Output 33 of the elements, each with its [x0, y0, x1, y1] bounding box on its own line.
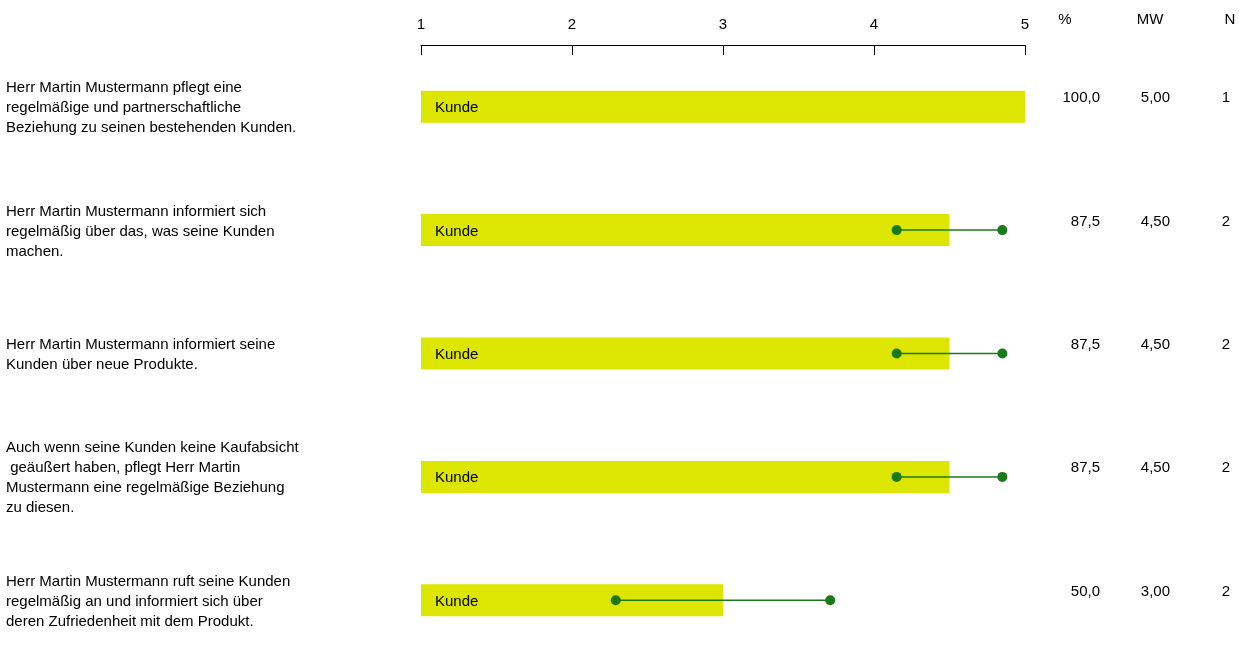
text: Kunde [435, 468, 479, 486]
text: 87,5 [1070, 335, 1100, 352]
x-tick-label: 4 [869, 15, 879, 32]
text: MW [1136, 9, 1165, 27]
text: 50,0 [1070, 581, 1100, 599]
text: N [1224, 9, 1236, 27]
data-label: 5,00 [1140, 88, 1170, 106]
y-tick-label: Herr Martin Mustermann pflegt eine regelmäßige und partnerschaftliche Beziehung zu seinen bestehenden Kunden. [6, 78, 297, 136]
y-tick-label: Herr Martin Mustermann informiert seine Kunden über neue Produkte. [6, 335, 280, 372]
y-tick-label: Herr Martin Mustermann ruft seine Kunden regelmäßig an und informiert sich über deren Zufriedenheit mit dem Produkt. [6, 571, 295, 629]
text: 87,5 [1070, 211, 1100, 229]
data-label: 3,00 [1140, 581, 1170, 599]
text: 1 [1221, 88, 1230, 106]
text: 2 [1221, 458, 1230, 476]
data-label: 4,50 [1140, 458, 1170, 476]
text: % [1058, 9, 1072, 27]
y-tick-label: Auch wenn seine Kunden keine Kaufabsicht geäußert haben, pflegt Herr Martin Mustermann eine regelmäßige Beziehung zu diesen. [6, 438, 300, 516]
x-tick-label: 1 [416, 15, 426, 32]
text: 100,0 [1062, 88, 1100, 106]
x-tick-label: 5 [1020, 15, 1030, 32]
text: 2 [1221, 211, 1230, 229]
x-tick-label: 3 [718, 15, 728, 32]
text: 2 [1221, 581, 1230, 599]
y-tick-label: Herr Martin Mustermann informiert sich regelmäßig über das, was seine Kunden machen. [6, 201, 279, 259]
text: 2 [1221, 335, 1230, 352]
text: Kunde [435, 345, 479, 362]
text: Kunde [435, 221, 479, 239]
data-label: 4,50 [1140, 335, 1170, 352]
series-label: Kunde [435, 98, 479, 116]
text: Kunde [435, 591, 479, 609]
text: 87,5 [1070, 458, 1100, 476]
data-label: 4,50 [1140, 211, 1170, 229]
x-tick-label: 2 [567, 15, 577, 32]
